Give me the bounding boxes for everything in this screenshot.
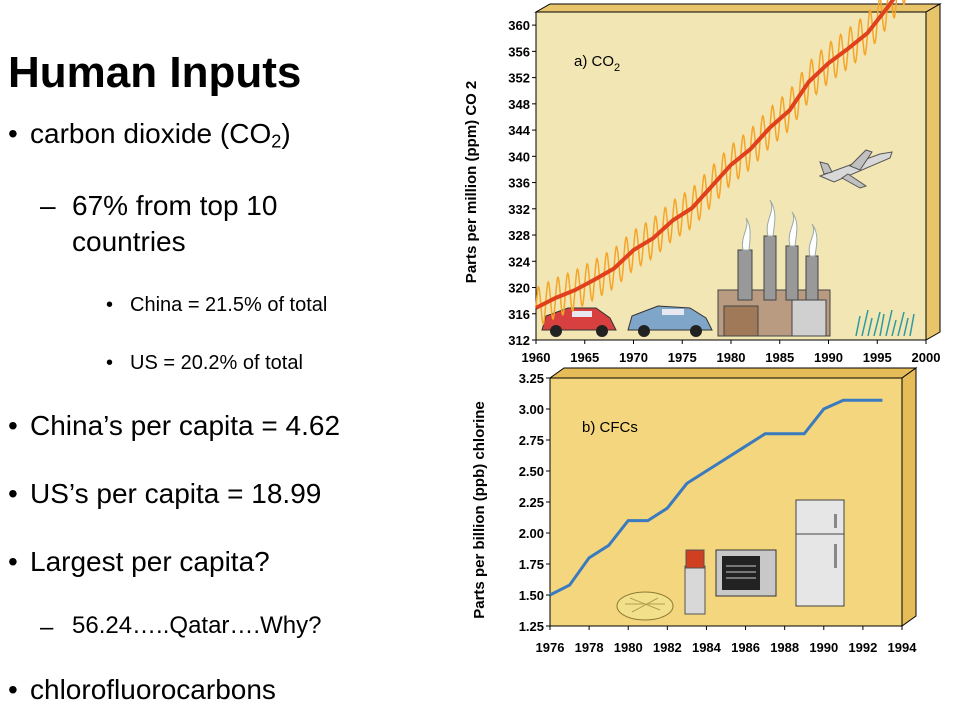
co2-y-tick-label: 312 [508,333,530,348]
cfc-y-tick-label: 2.25 [519,495,544,510]
bullet-cfc: chlorofluorocarbons [30,674,276,705]
cfc-y-tick-label: 2.00 [519,526,544,541]
cfc-x-tick-label: 1986 [731,640,760,655]
co2-panel-side [925,3,941,341]
co2-y-tick-label: 320 [508,281,530,296]
co2-x-tick-label: 2000 [912,350,941,365]
bullet-us-share: US = 20.2% of total [130,352,303,374]
bullet-marker: • [8,410,18,441]
bullet-qatar: 56.24…..Qatar….Why? [72,612,322,639]
co2-x-tick-label: 1995 [863,350,892,365]
bullet-top10-cont: countries [72,226,186,257]
dash-marker: – [40,190,56,221]
co2-y-axis-label: Parts per million (ppm) CO2 [463,81,480,283]
co2-y-tick-label: 328 [508,228,530,243]
co2-y-tick-label: 316 [508,307,530,322]
cfc-x-tick-label: 1994 [888,640,918,655]
cfc-y-axis-label: Parts per billion (ppb) chlorine [471,401,488,619]
smoke-icon [741,199,818,257]
bullet-co2: carbon dioxide (CO2) [30,118,291,152]
refrigerator-icon [795,499,845,607]
cfc-y-tick-label: 1.50 [519,588,544,603]
sponge-icon [616,591,674,621]
co2-panel-label: a) CO2 [574,53,620,74]
bullet-china-share: China = 21.5% of total [130,294,328,316]
co2-x-ticks: 1960 1965 1970 1975 1980 1985 1990 1995 2000 [522,340,941,365]
co2-x-tick-label: 1965 [570,350,599,365]
vegetation-icon [855,309,915,337]
cfc-y-tick-label: 1.25 [519,619,544,634]
cfc-panel-side [901,367,917,627]
cfc-x-tick-label: 1976 [536,640,565,655]
co2-x-tick-label: 1960 [522,350,551,365]
red-car-icon [541,307,617,337]
co2-y-tick-label: 348 [508,97,530,112]
co2-plot-area [535,11,927,341]
cfc-y-tick-label: 1.75 [519,557,544,572]
aerosol-can-icon [684,549,706,615]
cfc-plot-area [549,377,903,627]
bullet-top10: 67% from top 10 [72,190,278,221]
cfc-y-tick-label: 2.50 [519,464,544,479]
co2-x-tick-label: 1975 [668,350,697,365]
bullet-largest-per-capita: Largest per capita? [30,546,270,577]
cfc-line [549,398,883,597]
co2-y-tick-label: 352 [508,71,530,86]
co2-seasonal-line [535,0,906,326]
cfc-panel-label: b) CFCs [582,419,638,436]
cfc-y-ticks: 1.25 1.50 1.75 2.00 2.25 2.50 2.75 3.00 3.25 [519,371,550,634]
cfc-x-tick-label: 1992 [848,640,877,655]
co2-trend-line [535,0,896,310]
bullet-china-per-capita: China’s per capita = 4.62 [30,410,341,441]
cfc-y-tick-label: 3.25 [519,371,544,386]
cfc-x-tick-label: 1988 [770,640,799,655]
bullet-marker: • [106,352,114,374]
co2-panel-top [534,3,942,13]
cfc-x-ticks: 1976 1978 1980 1982 1984 1986 1988 1990 1992 1994 [536,626,918,655]
co2-y-tick-label: 344 [508,123,530,138]
bullet-marker: • [8,674,18,705]
dash-marker: – [40,614,54,641]
cfc-y-tick-label: 2.75 [519,433,544,448]
airplane-icon [818,149,893,189]
bullet-marker: • [8,118,18,149]
co2-y-tick-label: 360 [508,18,530,33]
bullet-marker: • [8,546,18,577]
microwave-icon [715,549,777,597]
bullet-marker: • [8,478,18,509]
cfc-x-tick-label: 1982 [653,640,682,655]
blue-car-icon [627,305,713,337]
co2-x-tick-label: 1985 [765,350,794,365]
bullet-us-per-capita: US’s per capita = 18.99 [30,478,322,509]
co2-y-tick-label: 324 [508,254,530,269]
bullet-marker: • [106,294,114,316]
co2-y-tick-label: 340 [508,149,530,164]
co2-y-ticks: 312 316 320 324 328 332 336 340 344 348 352 356 360 [508,18,536,348]
co2-y-tick-label: 356 [508,44,530,59]
co2-x-tick-label: 1970 [619,350,648,365]
co2-y-tick-label: 332 [508,202,530,217]
cfc-x-tick-label: 1978 [575,640,604,655]
slide-title: Human Inputs [8,48,302,97]
cfc-x-tick-label: 1990 [809,640,838,655]
cfc-x-tick-label: 1980 [614,640,643,655]
co2-y-tick-label: 336 [508,176,530,191]
co2-x-tick-label: 1980 [717,350,746,365]
co2-x-tick-label: 1990 [814,350,843,365]
cfc-y-tick-label: 3.00 [519,402,544,417]
cfc-x-tick-label: 1984 [692,640,722,655]
cfc-panel-top [548,367,918,379]
factory-icon [717,235,831,337]
